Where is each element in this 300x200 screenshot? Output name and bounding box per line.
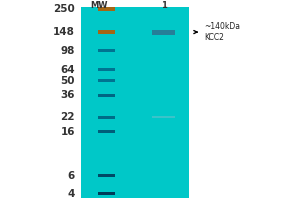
Bar [152,116,175,118]
Bar [152,30,175,35]
Bar [98,94,115,97]
Bar [98,174,115,177]
Bar [98,7,115,11]
Text: 4: 4 [68,189,75,199]
Bar [98,116,115,119]
Text: 148: 148 [53,27,75,37]
Text: 1: 1 [160,1,166,10]
Text: 250: 250 [53,4,75,14]
Bar [98,130,115,133]
Text: 36: 36 [61,90,75,100]
Text: 6: 6 [68,171,75,181]
Bar [98,68,115,71]
Bar [98,192,115,195]
Text: 50: 50 [61,76,75,86]
Text: MW: MW [90,1,108,10]
Text: 64: 64 [60,65,75,75]
Text: 98: 98 [61,46,75,56]
Bar [98,49,115,52]
Bar [98,30,115,34]
Text: ~140kDa
KCC2: ~140kDa KCC2 [194,22,240,42]
Text: 22: 22 [61,112,75,122]
Bar [81,7,189,198]
Bar [98,79,115,82]
Text: 16: 16 [61,127,75,137]
